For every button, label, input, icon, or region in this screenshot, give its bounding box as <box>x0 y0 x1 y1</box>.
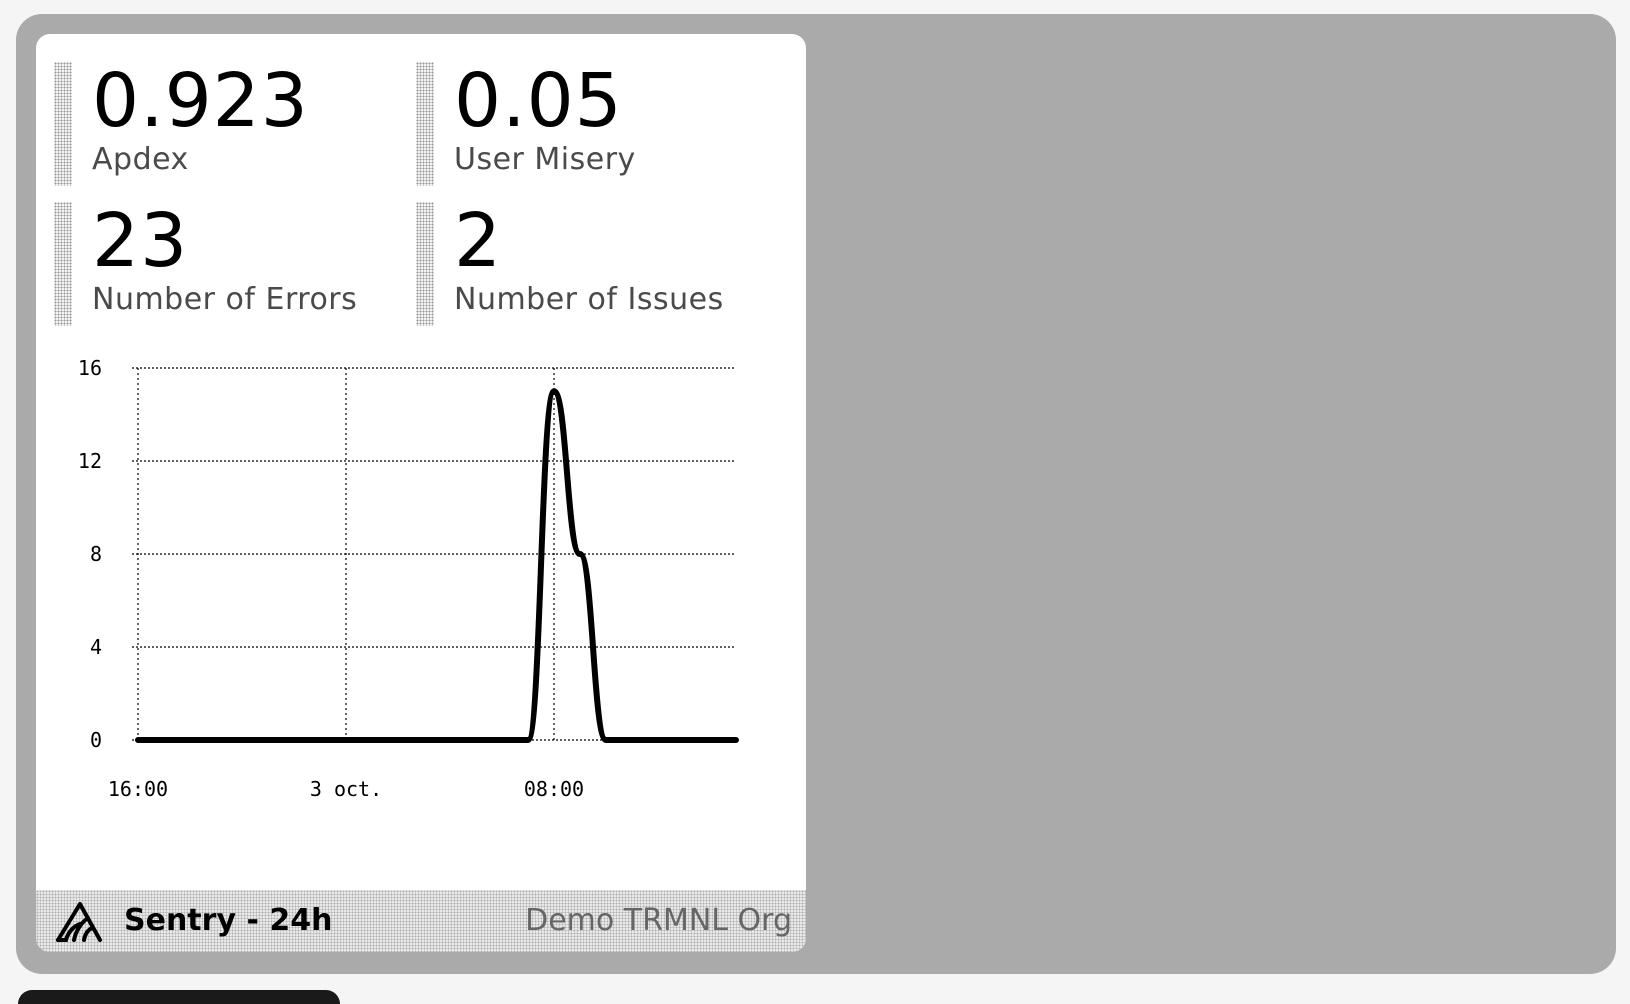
x-tick-label: 16:00 <box>108 777 168 801</box>
y-tick-label: 16 <box>78 356 102 380</box>
footer-bar: Sentry - 24h Demo TRMNL Org <box>36 890 806 952</box>
y-tick-label: 0 <box>90 728 102 752</box>
x-tick-label: 3 oct. <box>310 777 382 801</box>
footer-org: Demo TRMNL Org <box>525 902 792 940</box>
bottom-tab <box>18 990 340 1004</box>
sentry-logo-icon <box>54 900 104 944</box>
series-line <box>138 391 736 740</box>
y-tick-label: 12 <box>78 449 102 473</box>
y-tick-label: 4 <box>90 635 102 659</box>
y-tick-label: 8 <box>90 542 102 566</box>
sentry-card: 0.923 Apdex 0.05 User Misery 23 Number o… <box>36 34 806 952</box>
x-tick-label: 08:00 <box>524 777 584 801</box>
errors-chart: 0 4 8 12 16 16:00 3 oct. 08:00 <box>36 34 806 890</box>
footer-title: Sentry - 24h <box>124 902 332 940</box>
